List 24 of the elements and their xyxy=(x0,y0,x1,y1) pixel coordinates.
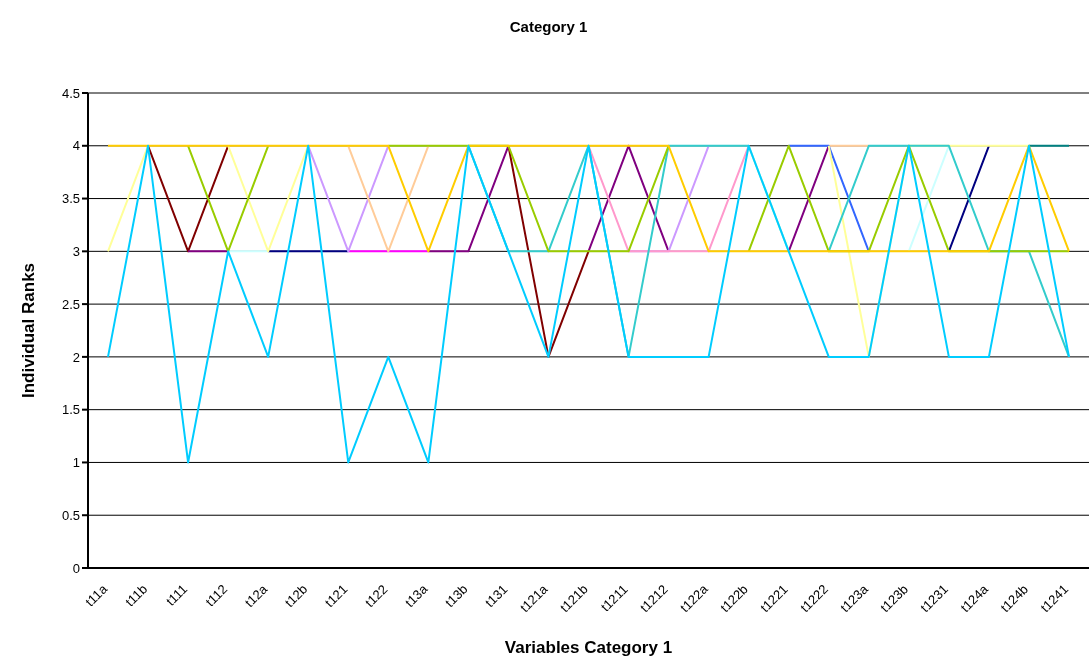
y-tick-label: 4 xyxy=(72,138,80,154)
y-axis-title: Individual Ranks xyxy=(19,262,39,399)
x-tick-label: t11b xyxy=(122,581,151,610)
x-axis-title: Variables Category 1 xyxy=(504,638,673,657)
x-tick-label: t131 xyxy=(482,581,511,611)
x-tick-label: t121 xyxy=(321,581,351,611)
y-tick-label: 2 xyxy=(72,349,80,365)
x-tick-label: t111 xyxy=(163,581,191,609)
x-tick-label: t11a xyxy=(82,580,111,610)
y-tick-label: 0 xyxy=(72,560,80,576)
y-tick-label: 1 xyxy=(72,455,80,471)
x-tick-label: t12b xyxy=(281,581,311,611)
x-tick-label: t12a xyxy=(241,580,271,611)
x-tick-label: t13a xyxy=(401,580,431,611)
y-tick-label: 4.5 xyxy=(61,85,80,101)
y-tick-label: 3.5 xyxy=(61,191,80,207)
chart-title: Category 1 xyxy=(508,17,589,37)
y-tick-label: 1.5 xyxy=(61,402,80,418)
y-tick-label: 3 xyxy=(72,243,80,259)
y-tick-label: 0.5 xyxy=(61,507,80,523)
y-tick-label: 2.5 xyxy=(61,296,80,312)
x-tick-label: t122 xyxy=(361,581,391,611)
x-tick-label: t112 xyxy=(202,581,231,610)
x-tick-label: t13b xyxy=(441,581,471,611)
